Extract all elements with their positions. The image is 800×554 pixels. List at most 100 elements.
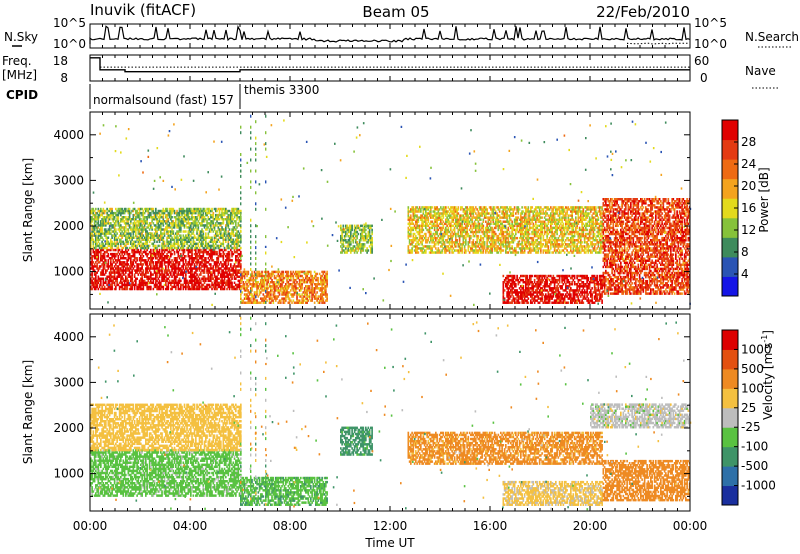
heatmap-cell <box>121 237 123 239</box>
heatmap-cell <box>458 206 460 208</box>
heatmap-cell <box>189 286 191 288</box>
heatmap-cell <box>430 231 432 233</box>
heatmap-cell <box>190 224 192 226</box>
heatmap-cell <box>311 275 313 277</box>
heatmap-cell <box>125 257 127 259</box>
heatmap-cell <box>241 291 243 293</box>
heatmap-cell <box>425 249 427 251</box>
heatmap-cell <box>428 219 430 221</box>
heatmap-cell <box>240 281 242 283</box>
heatmap-cell <box>150 249 152 251</box>
heatmap-cell <box>199 278 201 280</box>
heatmap-cell <box>225 237 227 239</box>
heatmap-cell <box>346 225 348 227</box>
heatmap-cell <box>408 245 410 247</box>
heatmap-cell <box>135 280 137 282</box>
heatmap-cell <box>306 281 308 283</box>
heatmap-cell <box>371 237 373 239</box>
heatmap-cell <box>95 208 97 210</box>
heatmap-cell <box>204 267 206 269</box>
heatmap-cell <box>95 247 97 249</box>
heatmap-cell <box>430 210 432 212</box>
heatmap-cell <box>161 263 163 265</box>
heatmap-cell <box>431 227 433 229</box>
heatmap-cell <box>105 259 107 261</box>
heatmap-cell <box>208 288 210 290</box>
heatmap-cell <box>229 228 231 230</box>
heatmap-cell <box>125 271 127 273</box>
heatmap-cell <box>240 263 242 265</box>
heatmap-cell <box>204 247 206 249</box>
heatmap-cell <box>231 255 233 257</box>
heatmap-cell <box>116 280 118 282</box>
heatmap-cell <box>228 224 230 226</box>
heatmap-cell <box>170 271 172 273</box>
heatmap-cell <box>108 253 110 255</box>
heatmap-cell <box>191 247 193 249</box>
heatmap-cell <box>173 230 175 232</box>
heatmap-cell <box>103 239 105 241</box>
heatmap-cell <box>238 230 240 232</box>
freq-unit-label: [MHz] <box>2 68 37 82</box>
heatmap-cell <box>326 277 328 279</box>
heatmap-cell <box>95 276 97 278</box>
heatmap-cell <box>256 289 258 291</box>
heatmap-cell <box>179 278 181 280</box>
heatmap-cell <box>229 251 231 253</box>
heatmap-cell <box>236 288 238 290</box>
heatmap-cell <box>115 245 117 247</box>
heatmap-cell <box>208 232 210 234</box>
heatmap-cell <box>283 271 285 273</box>
heatmap-cell <box>143 288 145 290</box>
heatmap-cell <box>423 239 425 241</box>
heatmap-cell <box>311 297 313 299</box>
heatmap-cell <box>149 245 151 247</box>
heatmap-cell <box>200 280 202 282</box>
heatmap-cell <box>219 247 221 249</box>
heatmap-cell <box>350 241 352 243</box>
heatmap-cell <box>205 218 207 220</box>
heatmap-cell <box>105 224 107 226</box>
heatmap-cell <box>221 249 223 251</box>
heatmap-cell <box>118 255 120 257</box>
heatmap-cell <box>149 228 151 230</box>
heatmap-cell <box>146 241 148 243</box>
heatmap-cell <box>363 249 365 251</box>
heatmap-cell <box>115 228 117 230</box>
heatmap-cell <box>106 247 108 249</box>
heatmap-cell <box>180 234 182 236</box>
heatmap-cell <box>96 263 98 265</box>
heatmap-cell <box>455 245 457 247</box>
heatmap-cell <box>99 216 101 218</box>
heatmap-cell <box>111 284 113 286</box>
heatmap-cell <box>270 293 272 295</box>
heatmap-cell <box>371 241 373 243</box>
heatmap-cell <box>163 224 165 226</box>
heatmap-cell <box>429 241 431 243</box>
heatmap-cell <box>355 239 357 241</box>
heatmap-cell <box>283 281 285 283</box>
heatmap-cell <box>189 259 191 261</box>
heatmap-cell <box>369 231 371 233</box>
heatmap-cell <box>244 275 246 277</box>
heatmap-cell <box>91 220 93 222</box>
heatmap-cell <box>214 271 216 273</box>
heatmap-cell <box>213 220 215 222</box>
heatmap-cell <box>179 245 181 247</box>
heatmap-cell <box>148 271 150 273</box>
heatmap-cell <box>136 257 138 259</box>
heatmap-cell <box>108 267 110 269</box>
heatmap-cell <box>229 247 231 249</box>
heatmap-cell <box>349 239 351 241</box>
heatmap-cell <box>185 259 187 261</box>
heatmap-cell <box>459 239 461 241</box>
heatmap-cell <box>169 269 171 271</box>
heatmap-cell <box>165 245 167 247</box>
heatmap-cell <box>129 253 131 255</box>
heatmap-cell <box>100 280 102 282</box>
heatmap-cell <box>156 241 158 243</box>
heatmap-cell <box>290 289 292 291</box>
heatmap-cell <box>280 302 282 304</box>
heatmap-cell <box>111 247 113 249</box>
heatmap-cell <box>179 263 181 265</box>
